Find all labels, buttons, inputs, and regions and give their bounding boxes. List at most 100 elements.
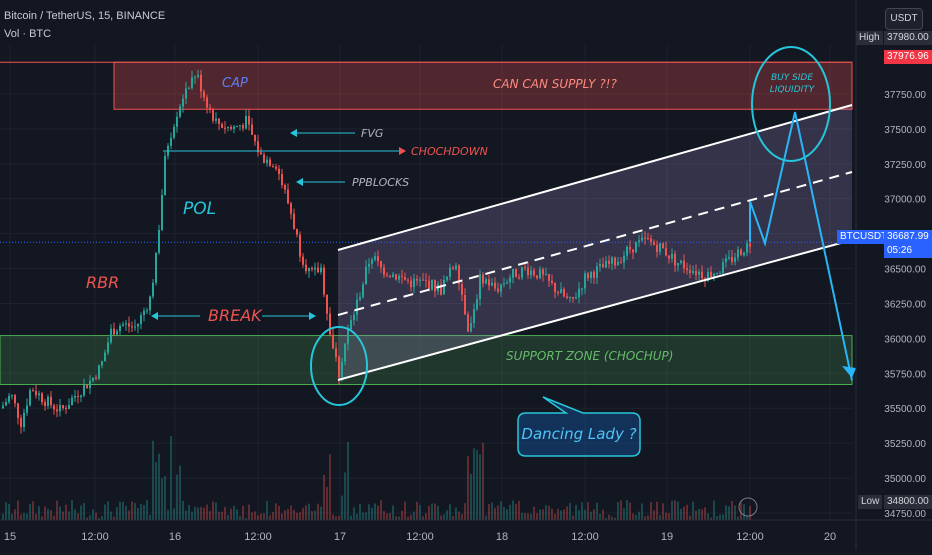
- volume-bar: [341, 495, 343, 520]
- drawings: [151, 46, 856, 457]
- candle-body: [11, 395, 13, 397]
- candle-body: [236, 126, 238, 128]
- volume-bar: [236, 509, 238, 520]
- volume-bar: [419, 504, 421, 520]
- candle-body: [611, 257, 613, 264]
- volume-bar: [395, 516, 397, 520]
- candle-body: [2, 405, 4, 409]
- volume-bar: [2, 513, 4, 520]
- volume-bar: [260, 513, 262, 520]
- candle-body: [536, 275, 538, 279]
- candle-body: [497, 288, 499, 292]
- countdown-tag: 05:26: [884, 244, 932, 258]
- volume-bar: [437, 505, 439, 520]
- candle-body: [146, 310, 148, 312]
- volume-bar: [731, 500, 733, 520]
- y-tick-label: 36250.00: [884, 299, 926, 310]
- candle-body: [329, 313, 331, 335]
- volume-bar: [743, 504, 745, 520]
- volume-bar: [200, 507, 202, 520]
- candle-body: [428, 280, 430, 290]
- lightning-icon: [738, 497, 758, 517]
- volume-bar: [380, 500, 382, 520]
- candle-body: [113, 328, 115, 335]
- volume-bar: [641, 503, 643, 520]
- candle-body: [293, 213, 295, 229]
- volume-bar: [401, 510, 403, 520]
- volume-bar: [269, 515, 271, 520]
- volume-bar: [275, 503, 277, 520]
- volume-bar: [245, 517, 247, 520]
- liquidity-label: LIQUIDITY: [770, 85, 816, 95]
- volume-bar: [299, 512, 301, 520]
- volume-bar: [638, 511, 640, 520]
- volume-bar: [659, 515, 661, 520]
- volume-bar: [35, 513, 37, 520]
- candle-body: [386, 274, 388, 276]
- y-tick-label: 34750.00: [884, 509, 926, 520]
- candle-body: [218, 118, 220, 124]
- candle-body: [44, 402, 46, 407]
- currency-button[interactable]: USDT: [885, 8, 923, 30]
- candle-body: [461, 283, 463, 295]
- volume-bar: [488, 504, 490, 520]
- candle-body: [338, 357, 340, 378]
- candle-body: [227, 126, 229, 128]
- volume-bar: [539, 509, 541, 520]
- volume-bar: [95, 512, 97, 520]
- candle-body: [452, 267, 454, 270]
- volume-bar: [320, 506, 322, 520]
- candle-body: [575, 297, 577, 299]
- volume-bar: [263, 513, 265, 520]
- volume-bar: [572, 515, 574, 520]
- candle-body: [257, 141, 259, 153]
- candle-body: [371, 259, 373, 264]
- volume-bar: [302, 508, 304, 520]
- candle-body: [224, 127, 226, 129]
- candle-body: [56, 409, 58, 412]
- volume-bar: [617, 502, 619, 520]
- volume-bar: [278, 505, 280, 520]
- volume-bar: [398, 516, 400, 520]
- volume-bar: [737, 516, 739, 520]
- candle-body: [443, 279, 445, 295]
- candle-body: [266, 159, 268, 163]
- candle-body: [458, 265, 460, 284]
- volume-bar: [545, 505, 547, 520]
- candle-body: [170, 137, 172, 146]
- candle-body: [239, 125, 241, 127]
- volume-bar: [350, 515, 352, 520]
- volume-bar: [104, 504, 106, 520]
- volume-bar: [335, 516, 337, 520]
- candle-body: [719, 272, 721, 274]
- volume-bar: [311, 511, 313, 520]
- volume-bar: [644, 516, 646, 520]
- volume-bar: [26, 513, 28, 520]
- candle-body: [215, 118, 217, 121]
- volume-bar: [293, 509, 295, 520]
- volume-bar: [428, 506, 430, 520]
- volume-bar: [173, 508, 175, 520]
- candles: [2, 69, 751, 434]
- candle-body: [506, 282, 508, 284]
- symbol-title[interactable]: Bitcoin / TetherUS, 15, BINANCE: [4, 10, 166, 22]
- candle-body: [164, 155, 166, 196]
- volume-bar: [32, 501, 34, 520]
- volume-bar: [647, 515, 649, 520]
- x-tick-label: 15: [4, 531, 16, 543]
- channel-mid-line: [337, 171, 853, 316]
- volume-bar: [425, 513, 427, 520]
- volume-bar: [368, 504, 370, 520]
- last-price-tag: 36687.99: [884, 230, 932, 244]
- candle-body: [419, 279, 421, 281]
- candle-body: [416, 278, 418, 281]
- volume-bar: [197, 507, 199, 520]
- break-arrowhead-left: [151, 312, 158, 320]
- candle-body: [449, 267, 451, 277]
- volume-bar: [713, 500, 715, 520]
- candle-body: [35, 391, 37, 396]
- volume-bar: [677, 501, 679, 520]
- candle-body: [89, 380, 91, 389]
